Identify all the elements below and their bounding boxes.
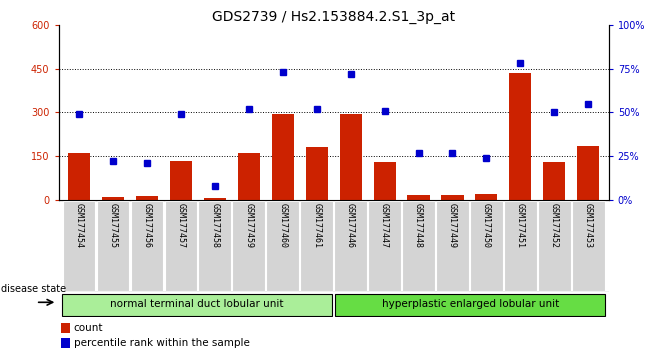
Text: GSM177452: GSM177452	[550, 203, 559, 248]
Bar	[572, 201, 605, 291]
Text: disease state: disease state	[1, 284, 66, 294]
Bar	[204, 198, 226, 200]
Bar	[170, 161, 192, 200]
Text: hyperplastic enlarged lobular unit: hyperplastic enlarged lobular unit	[381, 299, 559, 309]
Bar	[238, 153, 260, 200]
Bar	[544, 162, 565, 200]
Text: normal terminal duct lobular unit: normal terminal duct lobular unit	[110, 299, 284, 309]
Bar	[131, 201, 163, 291]
Text: GSM177458: GSM177458	[210, 203, 219, 248]
Bar	[408, 195, 430, 200]
Text: GSM177454: GSM177454	[74, 203, 83, 248]
Text: GSM177449: GSM177449	[448, 203, 457, 248]
Text: GSM177450: GSM177450	[482, 203, 491, 248]
Bar	[102, 197, 124, 200]
Bar	[62, 201, 95, 291]
Bar	[96, 201, 129, 291]
Bar	[538, 201, 571, 291]
Text: GSM177461: GSM177461	[312, 203, 321, 248]
Bar	[368, 201, 401, 291]
Bar	[374, 162, 396, 200]
Bar	[61, 338, 70, 348]
Text: percentile rank within the sample: percentile rank within the sample	[74, 338, 249, 348]
Bar	[68, 153, 90, 200]
Bar	[266, 201, 299, 291]
Text: GSM177455: GSM177455	[109, 203, 117, 248]
Bar	[436, 201, 469, 291]
Bar	[305, 147, 327, 200]
Text: GSM177447: GSM177447	[380, 203, 389, 248]
Text: GSM177446: GSM177446	[346, 203, 355, 248]
Bar	[470, 201, 503, 291]
Bar	[199, 201, 231, 291]
Text: GSM177448: GSM177448	[414, 203, 423, 248]
Bar	[475, 194, 497, 200]
Bar	[402, 201, 435, 291]
Bar	[271, 114, 294, 200]
Bar	[61, 323, 70, 333]
Text: GSM177460: GSM177460	[278, 203, 287, 248]
Bar	[232, 201, 265, 291]
Text: GSM177456: GSM177456	[143, 203, 152, 248]
Bar	[504, 201, 536, 291]
Text: GSM177457: GSM177457	[176, 203, 186, 248]
Bar	[335, 201, 367, 291]
Bar	[340, 114, 362, 200]
Title: GDS2739 / Hs2.153884.2.S1_3p_at: GDS2739 / Hs2.153884.2.S1_3p_at	[212, 10, 455, 24]
Bar	[577, 146, 600, 200]
Text: count: count	[74, 323, 104, 333]
Bar	[441, 195, 464, 200]
Text: GSM177459: GSM177459	[244, 203, 253, 248]
Bar	[165, 201, 197, 291]
Text: GSM177453: GSM177453	[584, 203, 593, 248]
Text: GSM177451: GSM177451	[516, 203, 525, 248]
Bar	[300, 201, 333, 291]
Bar	[509, 73, 531, 200]
Bar	[136, 196, 158, 200]
Bar	[335, 294, 605, 316]
Bar	[62, 294, 332, 316]
